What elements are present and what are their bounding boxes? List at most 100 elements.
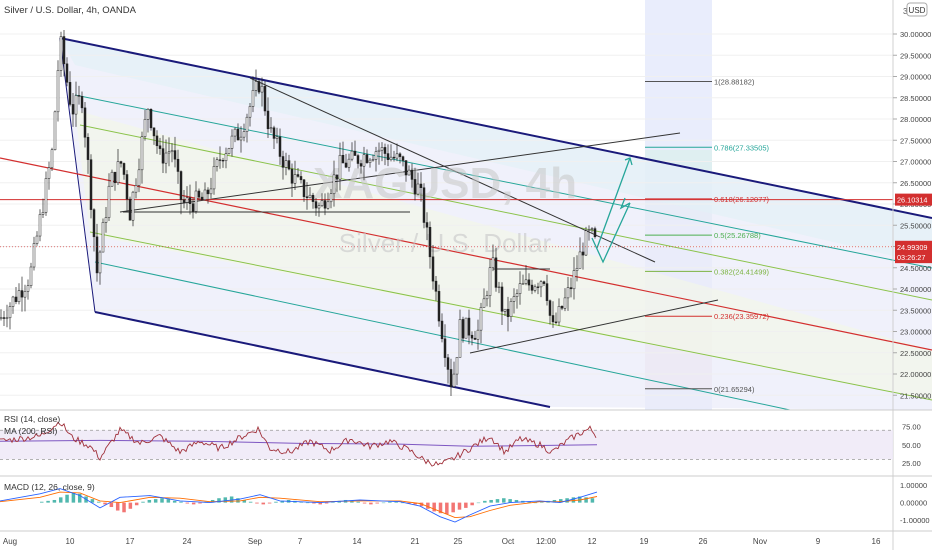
- macd-line: [0, 488, 598, 523]
- candle-body: [308, 194, 312, 198]
- candle-body: [584, 230, 588, 256]
- candle-body: [263, 85, 267, 112]
- candle-body: [446, 357, 450, 370]
- macd-hist-bar: [540, 501, 544, 503]
- candle-body: [464, 317, 468, 339]
- candle-body: [326, 201, 330, 209]
- macd-hist-bar: [77, 493, 82, 503]
- candle-body: [32, 243, 36, 268]
- candle-body: [119, 161, 123, 164]
- time-tick-label: 9: [816, 537, 821, 546]
- currency-label: USD: [909, 6, 926, 15]
- candle-body: [14, 296, 18, 302]
- time-tick-label: 14: [353, 537, 362, 546]
- macd-hist-bar: [451, 502, 455, 513]
- candle-body: [290, 168, 294, 184]
- price-tick-label: 30.00000: [900, 30, 931, 39]
- candle-body: [143, 119, 147, 137]
- price-tick-label: 27.50000: [900, 136, 931, 145]
- candle-body: [203, 189, 207, 200]
- candle-body: [518, 283, 522, 294]
- candle-body: [323, 200, 327, 209]
- time-tick-label: 7: [298, 537, 303, 546]
- macd-hist-bar: [432, 502, 436, 512]
- price-tick-label: 26.50000: [900, 179, 931, 188]
- candle-body: [218, 159, 222, 161]
- candle-body: [149, 108, 153, 129]
- price-label-tag: [895, 193, 932, 206]
- time-tick-label: 19: [640, 537, 649, 546]
- upper-channel-line[interactable]: [59, 37, 932, 219]
- candle-body: [509, 301, 513, 317]
- candle-body: [125, 174, 129, 200]
- candle-body: [515, 293, 519, 297]
- candle-body: [104, 217, 108, 223]
- macd-hist-bar: [248, 501, 253, 503]
- trendline-ascending-upper[interactable]: [119, 132, 681, 213]
- macd-hist-bar: [318, 502, 322, 505]
- macd-hist-bar: [489, 499, 493, 503]
- macd-hist-bar: [153, 499, 158, 503]
- macd-hist-bar: [502, 498, 506, 503]
- candle-body: [473, 337, 477, 340]
- trendline-descending[interactable]: [249, 77, 656, 263]
- candle-body: [128, 198, 132, 221]
- candle-body: [428, 226, 432, 258]
- macd-hist-bar: [438, 502, 443, 514]
- candle-body: [560, 306, 564, 309]
- candle-body: [569, 287, 573, 290]
- macd-hist-bar: [362, 502, 367, 504]
- candle-body: [113, 171, 117, 184]
- macd-hist-bar: [533, 502, 538, 504]
- macd-hist-bar: [381, 502, 386, 504]
- candle-body: [494, 257, 498, 288]
- rsi-ma-line: [0, 439, 598, 447]
- macd-hist-bar: [426, 502, 430, 509]
- time-tick-label: 21: [411, 537, 420, 546]
- currency-button[interactable]: [906, 2, 928, 17]
- candle-body: [443, 338, 447, 358]
- candle-body: [131, 191, 135, 221]
- trendline-ascending-lower[interactable]: [469, 299, 719, 354]
- candle-body: [53, 111, 57, 151]
- candle-body: [251, 90, 255, 107]
- time-tick-label: Sep: [248, 537, 263, 546]
- candle-body: [377, 149, 381, 152]
- candle-body: [536, 286, 540, 288]
- lower-channel-line[interactable]: [94, 311, 551, 408]
- candle-body: [62, 36, 66, 65]
- candle-body: [512, 296, 516, 302]
- candle-body: [527, 279, 531, 286]
- candle-body: [146, 108, 150, 120]
- candle-body: [431, 256, 435, 282]
- price-label-tag: [895, 240, 932, 253]
- time-axis[interactable]: Aug 10 17 24 Sep 7 14 21 25 Oct 12:00 12 19 26 Nov 9 16: [3, 537, 881, 546]
- candle-body: [320, 200, 324, 206]
- macd-hist-bar: [40, 501, 44, 503]
- median-line[interactable]: [0, 157, 932, 351]
- candle-body: [2, 317, 6, 319]
- macd-hist-bar: [267, 502, 272, 504]
- candle-body: [329, 193, 333, 203]
- macd-hist-bar: [160, 498, 164, 503]
- candle-body: [422, 187, 426, 223]
- candle-body: [302, 179, 306, 197]
- candle-body: [173, 150, 177, 160]
- macd-hist-bar: [495, 499, 500, 503]
- macd-hist-bar: [134, 502, 139, 506]
- macd-label: MACD (12, 26, close, 9): [4, 482, 95, 492]
- candle-body: [563, 297, 567, 309]
- macd-hist-bar: [141, 501, 145, 503]
- candle-body: [425, 222, 429, 228]
- candle-body: [524, 279, 528, 284]
- macd-hist-bar: [255, 502, 259, 504]
- candle-body: [140, 136, 144, 171]
- candle-body: [305, 196, 309, 198]
- candle-body: [56, 70, 60, 113]
- candle-body: [212, 166, 216, 190]
- time-tick-label: Nov: [753, 537, 767, 546]
- macd-hist-bar: [445, 502, 449, 515]
- macd-axis: 1.00000 0.00000 -1.00000: [900, 481, 930, 525]
- macd-hist-bar: [236, 498, 240, 503]
